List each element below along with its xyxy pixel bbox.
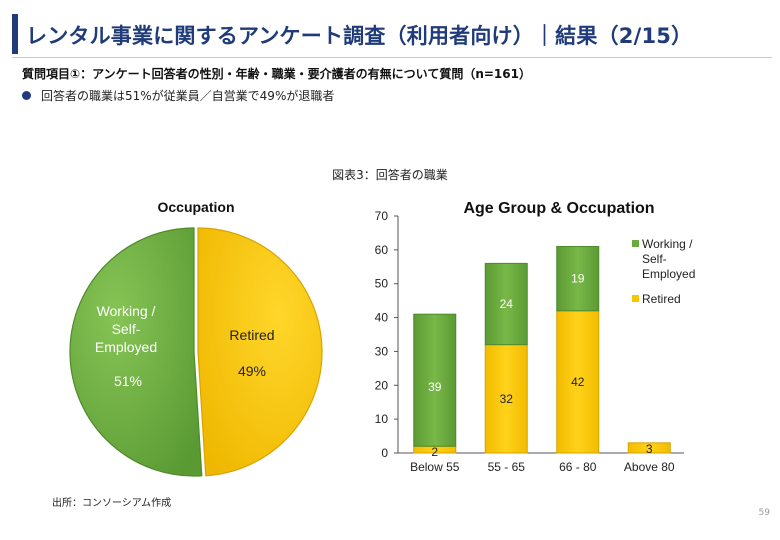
data-label-working: 39 xyxy=(428,380,442,394)
y-tick-label: 50 xyxy=(375,277,389,291)
data-label-retired: 2 xyxy=(431,445,438,459)
x-category-label: 66 - 80 xyxy=(559,460,597,474)
title-divider xyxy=(12,57,772,58)
data-label-working: 19 xyxy=(571,272,585,286)
question-text: 質問項目①：アンケート回答者の性別・年齢・職業・要介護者の有無について質問（n=… xyxy=(22,67,531,81)
legend-label-retired: Retired xyxy=(642,292,681,306)
legend-swatch-retired xyxy=(632,295,639,302)
pie-title: Occupation xyxy=(157,199,234,215)
pie-slice-retired xyxy=(197,227,323,477)
bar-segment-working xyxy=(556,245,600,312)
bar-segment-retired xyxy=(556,310,600,454)
data-label-retired: 32 xyxy=(500,392,514,406)
bar-segment-working xyxy=(413,313,457,447)
pie-label-retired: Retired xyxy=(229,327,274,343)
y-tick-label: 60 xyxy=(375,243,389,257)
page-title: レンタル事業に関するアンケート調査（利用者向け）｜結果（2/15） xyxy=(26,24,693,48)
figure-caption: 図表3：回答者の職業 xyxy=(332,168,448,182)
pie-value-working: 51% xyxy=(114,373,142,389)
bar-chart-title: Age Group & Occupation xyxy=(463,200,654,217)
source-note: 出所：コンソーシアム作成 xyxy=(52,498,172,509)
legend-swatch-working xyxy=(632,240,639,247)
bullet-text: 回答者の職業は51%が従業員／自営業で49%が退職者 xyxy=(41,89,335,103)
legend-label-working: Employed xyxy=(642,267,695,281)
legend-label-working: Working / xyxy=(642,237,693,251)
y-tick-label: 10 xyxy=(375,412,389,426)
bullet-item: 回答者の職業は51%が従業員／自営業で49%が退職者 xyxy=(22,87,334,104)
y-tick-label: 70 xyxy=(375,209,389,223)
legend-label-working: Self- xyxy=(642,252,667,266)
pie-label-working-line: Working / xyxy=(97,303,156,319)
data-label-working: 24 xyxy=(500,297,514,311)
y-tick-label: 0 xyxy=(381,446,388,460)
title-accent-bar xyxy=(12,14,18,54)
data-label-retired: 42 xyxy=(571,375,585,389)
pie-value-retired: 49% xyxy=(238,363,266,379)
page-number: 59 xyxy=(758,508,770,518)
pie-slice-working xyxy=(69,227,203,477)
y-tick-label: 30 xyxy=(375,344,389,358)
x-category-label: 55 - 65 xyxy=(488,460,526,474)
pie-label-working-line: Self- xyxy=(112,321,141,337)
bar-segment-retired xyxy=(627,442,671,454)
pie-chart: Occupation Working / Self- Employed 51% Retir… xyxy=(69,199,323,477)
y-tick-label: 20 xyxy=(375,378,389,392)
bullet-dot-icon xyxy=(22,91,31,100)
x-category-label: Above 80 xyxy=(624,460,675,474)
y-tick-label: 40 xyxy=(375,311,389,325)
x-category-label: Below 55 xyxy=(410,460,460,474)
bar-segment-working xyxy=(484,262,528,346)
data-label-retired: 3 xyxy=(646,442,653,456)
stacked-bar-chart: Age Group & Occupation 0 10 20 30 40 50 60 70 Bel… xyxy=(375,200,696,474)
bar-segment-retired xyxy=(484,344,528,454)
pie-label-working-line: Employed xyxy=(95,339,157,355)
